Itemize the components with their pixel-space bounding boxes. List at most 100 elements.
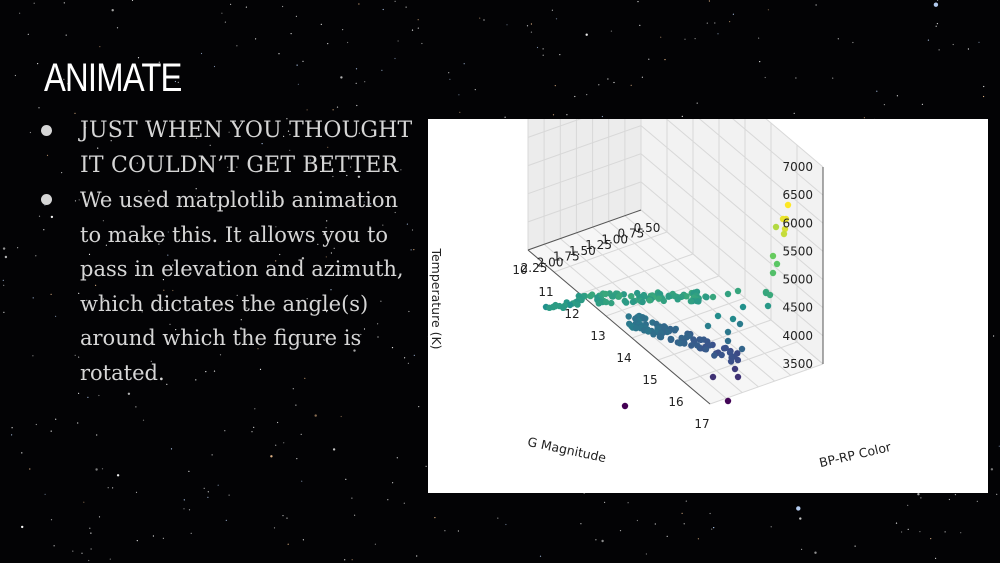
data-point [621, 402, 629, 410]
data-point [734, 373, 742, 381]
data-point [602, 290, 609, 298]
grid-line [765, 119, 824, 168]
data-point [702, 346, 710, 353]
data-point [632, 325, 640, 332]
x-tick-label: 10 [512, 263, 527, 277]
data-point [731, 365, 739, 373]
grid-line [527, 153, 642, 195]
data-point [608, 299, 615, 307]
bullet-text: JUST WHEN YOU THOUGHT IT COULDN’T GET BE… [80, 118, 413, 178]
data-point [724, 328, 732, 336]
grid-line [579, 253, 694, 295]
grid-line [683, 341, 798, 383]
x-tick-label: 16 [668, 395, 683, 409]
data-point [574, 301, 581, 308]
data-point [772, 223, 780, 231]
data-point [640, 315, 647, 322]
bullet-item: JUST WHEN YOU THOUGHT IT COULDN’T GET BE… [40, 114, 420, 183]
bullet-dot-icon [41, 125, 52, 136]
data-point [683, 293, 690, 300]
grid-line [553, 231, 668, 273]
data-point [734, 287, 742, 295]
x-tick-label: 14 [616, 351, 631, 365]
z-tick-label: 5000 [782, 273, 813, 287]
grid-line [665, 119, 824, 252]
data-point [734, 356, 742, 364]
data-point [657, 333, 665, 341]
data-point [769, 252, 777, 260]
data-point [546, 304, 553, 311]
z-axis-label: Temperature (K) [429, 247, 444, 349]
data-point [660, 297, 667, 305]
data-point [628, 293, 635, 300]
y-tick-label: 0.75 [618, 227, 645, 241]
data-point [560, 304, 567, 311]
z-tick-label: 6000 [782, 216, 813, 230]
scatter-plot-3d: 7000 6500 6000 5500 5000 4500 4000 3500 17 16 15 14… [429, 119, 894, 470]
data-point [726, 349, 734, 356]
data-point [566, 301, 574, 309]
data-point [738, 345, 746, 353]
grid-line [709, 363, 824, 405]
grid-line [657, 319, 772, 361]
z-tick-label: 4000 [782, 329, 813, 343]
data-point [779, 215, 787, 223]
data-point [724, 290, 732, 298]
data-point [718, 351, 725, 359]
data-point [629, 298, 637, 306]
data-point [714, 312, 722, 320]
z-tick-label: 4500 [782, 301, 813, 315]
z-tick-label: 7000 [782, 160, 813, 174]
data-point [709, 293, 717, 301]
data-point [587, 292, 594, 300]
grid-line [732, 119, 824, 196]
bullet-item: We used matplotlib animation to make thi… [40, 183, 420, 390]
data-point [674, 296, 681, 303]
data-point [687, 298, 695, 305]
data-point [671, 327, 678, 334]
data-point [646, 297, 653, 304]
data-point [655, 295, 663, 302]
y-tick-label: 0.50 [634, 221, 661, 235]
x-tick-label: 12 [564, 307, 579, 321]
data-point [695, 298, 702, 305]
y-tick-label: 1.00 [601, 232, 628, 246]
y-tick-label: 1.75 [553, 250, 580, 264]
x-tick-label: 15 [642, 373, 657, 387]
data-point [595, 300, 602, 307]
data-point [697, 336, 704, 344]
z-tick-label: 3500 [782, 357, 813, 371]
x-axis-label: G Magnitude [526, 434, 608, 465]
data-point [781, 225, 789, 233]
data-point [739, 303, 747, 311]
bullet-list: JUST WHEN YOU THOUGHT IT COULDN’T GET BE… [40, 114, 420, 390]
back-pane-x [641, 119, 823, 364]
data-point [667, 336, 675, 343]
data-points [542, 201, 792, 410]
z-tick-label: 6500 [782, 188, 813, 202]
data-point [769, 269, 777, 277]
data-point [704, 322, 712, 330]
y-tick-label: 1.25 [585, 238, 612, 252]
tick-labels: 7000 6500 6000 5500 5000 4500 4000 3500 17 16 15 14… [512, 160, 813, 431]
grid-line [527, 119, 582, 138]
data-point [703, 294, 710, 301]
back-pane-y [528, 119, 641, 250]
data-point [766, 291, 774, 299]
data-point [688, 342, 695, 349]
data-point [683, 334, 690, 341]
y-tick-label: 2.00 [537, 255, 564, 269]
grid-line [527, 125, 642, 167]
y-axis-label: BP-RP Color [818, 439, 894, 470]
bullet-dot-icon [41, 194, 52, 205]
data-point [727, 358, 735, 365]
data-point [711, 352, 718, 359]
floor-pane [528, 210, 823, 404]
data-point [773, 260, 781, 268]
data-point [665, 293, 672, 300]
grid-line [640, 209, 824, 365]
x-tick-label: 11 [538, 285, 553, 299]
data-point [724, 397, 732, 405]
data-point [602, 298, 610, 306]
grid-line [527, 181, 642, 223]
